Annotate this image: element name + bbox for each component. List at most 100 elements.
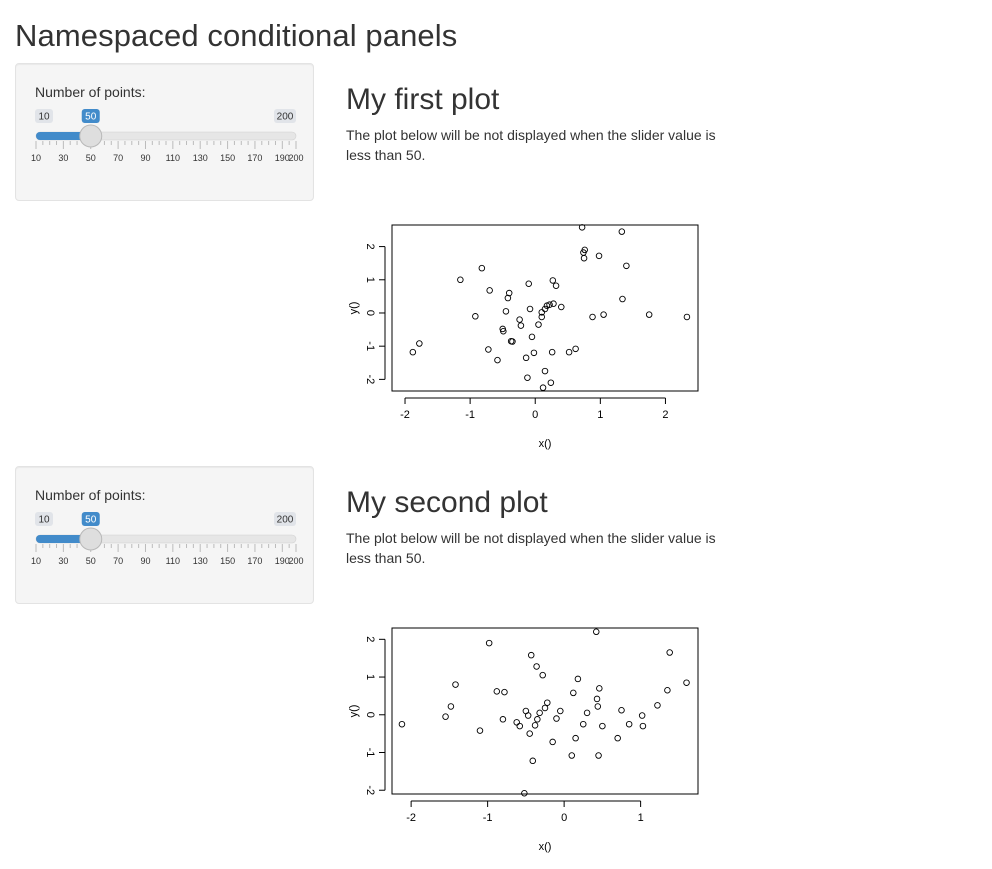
y-tick-label: 1	[364, 277, 376, 283]
data-point	[538, 313, 545, 321]
data-point	[521, 789, 528, 797]
data-point	[516, 722, 524, 730]
slider-tick-label: 70	[113, 153, 123, 163]
data-point	[535, 321, 542, 328]
data-point	[457, 276, 464, 284]
data-point	[530, 349, 538, 357]
slider-tick-label: 110	[166, 153, 180, 163]
plot-description: The plot below will be not displayed whe…	[346, 127, 716, 163]
y-tick-label: -2	[364, 374, 376, 384]
data-point	[486, 287, 493, 294]
data-point	[618, 228, 626, 235]
y-tick-label: 2	[364, 636, 376, 642]
data-point	[600, 311, 607, 318]
slider-label: Number of points:	[35, 487, 146, 503]
scatter-plot: -2 -1 0 1 -2 -1 0 1 2 x() y()	[348, 627, 699, 853]
data-point	[553, 715, 560, 722]
slider-tick-label: 30	[58, 556, 68, 566]
data-point	[625, 720, 633, 728]
svg-text:200: 200	[277, 112, 294, 123]
svg-text:10: 10	[38, 515, 50, 526]
x-tick-label: -2	[406, 812, 416, 824]
y-tick-label: 0	[364, 310, 376, 316]
slider-bar	[36, 535, 91, 543]
data-point	[513, 719, 520, 726]
data-point	[493, 688, 501, 695]
data-point	[485, 639, 493, 647]
data-point	[539, 671, 546, 679]
data-point	[500, 327, 507, 335]
data-point	[505, 289, 513, 297]
data-point	[599, 722, 606, 730]
x-tick-label: -2	[400, 409, 410, 421]
y-axis-title: y()	[348, 302, 360, 315]
slider-bar	[36, 132, 91, 140]
data-point	[645, 311, 653, 318]
y-axis-title: y()	[348, 705, 360, 718]
data-point	[524, 374, 531, 381]
x-tick-label: 0	[561, 812, 567, 824]
data-point	[548, 348, 556, 356]
slider-value-label: 50	[81, 109, 100, 123]
slider-tick-label: 130	[193, 556, 208, 566]
data-point	[568, 752, 576, 759]
data-point	[517, 322, 525, 329]
data-point	[595, 752, 602, 759]
svg-text:10: 10	[38, 112, 50, 123]
slider-tick-label: 190	[275, 556, 290, 566]
y-tick-label: -2	[364, 785, 376, 795]
data-point	[547, 379, 555, 386]
data-point	[447, 703, 455, 710]
data-point	[639, 722, 647, 730]
scatter-plot: -2 -1 0 1 2 -2 -1 0 1 2 x() y()	[348, 224, 699, 450]
data-point	[522, 354, 530, 362]
data-point	[578, 224, 586, 231]
slider-handle[interactable]	[79, 527, 103, 551]
plot-heading: My second plot	[346, 486, 548, 519]
data-point	[550, 300, 557, 307]
data-point	[526, 305, 534, 313]
data-point	[501, 688, 508, 696]
data-point	[541, 367, 549, 375]
data-point	[531, 722, 539, 729]
sidebar-panel: Number of points: 10 200 50 10 30 50 70 90 110 13…	[15, 63, 314, 201]
data-point	[557, 707, 564, 715]
data-point	[572, 345, 579, 353]
slider-value-label: 50	[81, 512, 100, 526]
x-axis-title: x()	[539, 438, 552, 450]
data-point	[524, 712, 532, 719]
slider-handle[interactable]	[79, 124, 103, 148]
data-point	[574, 675, 582, 683]
data-point	[618, 706, 625, 714]
data-point	[638, 712, 646, 719]
data-point	[527, 651, 535, 659]
data-point	[581, 246, 588, 254]
data-point	[589, 313, 596, 321]
y-tick-label: 0	[364, 712, 376, 718]
data-point	[499, 716, 507, 723]
sidebar-panel: Number of points: 10 200 50 10 30 50 70 90 110 13…	[15, 466, 314, 604]
data-point	[594, 703, 602, 710]
slider-tick-label: 70	[113, 556, 123, 566]
data-point	[579, 720, 587, 728]
data-point	[683, 679, 690, 686]
data-point	[509, 338, 516, 345]
data-point	[572, 734, 579, 742]
plot-box	[391, 627, 699, 795]
slider-tick-label: 130	[193, 153, 208, 163]
data-point	[538, 309, 545, 316]
data-point	[583, 709, 591, 717]
data-point	[478, 264, 486, 272]
data-point	[595, 252, 603, 260]
data-point	[525, 280, 532, 288]
data-point	[558, 303, 565, 311]
data-point	[570, 689, 577, 697]
slider-tick-label: 90	[140, 153, 150, 163]
data-point	[476, 727, 484, 734]
data-point	[528, 333, 536, 341]
data-point	[494, 356, 501, 364]
data-point	[502, 308, 510, 315]
data-point	[593, 628, 600, 636]
